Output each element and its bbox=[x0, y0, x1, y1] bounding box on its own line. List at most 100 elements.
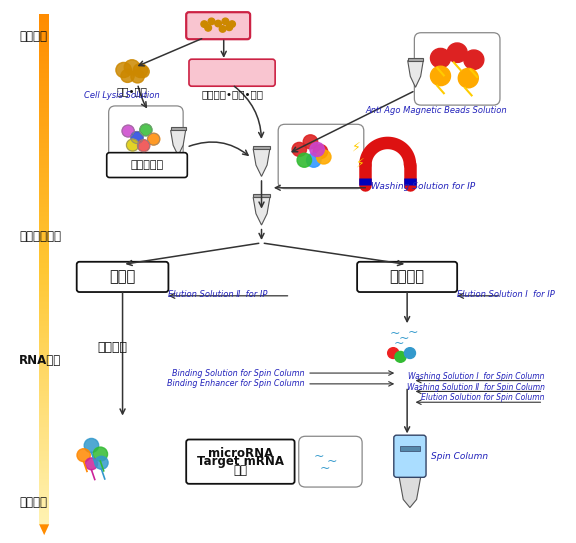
Bar bbox=[39, 229, 49, 231]
Bar bbox=[39, 83, 49, 85]
Bar bbox=[39, 193, 49, 195]
Bar bbox=[39, 195, 49, 197]
Circle shape bbox=[388, 348, 399, 358]
Bar bbox=[39, 103, 49, 105]
Bar bbox=[39, 251, 49, 253]
Bar bbox=[39, 431, 49, 433]
Bar bbox=[39, 93, 49, 95]
Bar bbox=[39, 281, 49, 284]
Bar bbox=[39, 207, 49, 209]
Bar bbox=[39, 375, 49, 377]
Bar bbox=[39, 295, 49, 298]
Circle shape bbox=[140, 124, 152, 136]
Bar bbox=[39, 491, 49, 493]
Bar bbox=[39, 374, 49, 376]
Bar bbox=[39, 161, 49, 163]
Bar bbox=[39, 500, 49, 502]
Bar bbox=[39, 411, 49, 413]
Bar bbox=[39, 428, 49, 430]
Circle shape bbox=[77, 449, 90, 462]
Bar bbox=[39, 31, 49, 34]
Bar bbox=[39, 523, 49, 526]
FancyBboxPatch shape bbox=[299, 436, 362, 487]
Bar bbox=[39, 419, 49, 421]
Bar bbox=[39, 353, 49, 355]
Bar bbox=[39, 399, 49, 401]
Bar bbox=[39, 169, 49, 172]
Text: ~: ~ bbox=[314, 450, 324, 463]
Bar bbox=[39, 239, 49, 241]
Circle shape bbox=[93, 447, 108, 461]
Text: Washing Solution Ⅱ  for Spin Column: Washing Solution Ⅱ for Spin Column bbox=[407, 383, 545, 392]
Circle shape bbox=[310, 142, 324, 156]
Bar bbox=[39, 346, 49, 349]
Bar bbox=[39, 115, 49, 117]
Bar bbox=[39, 200, 49, 202]
Bar bbox=[39, 146, 49, 148]
Bar bbox=[39, 178, 49, 180]
Bar bbox=[39, 484, 49, 487]
Text: Washing Solution for IP: Washing Solution for IP bbox=[371, 182, 475, 191]
Bar bbox=[39, 488, 49, 490]
Bar bbox=[39, 416, 49, 418]
Bar bbox=[39, 278, 49, 280]
Bar bbox=[39, 477, 49, 479]
Bar bbox=[39, 20, 49, 22]
Circle shape bbox=[306, 153, 321, 167]
Bar bbox=[39, 285, 49, 287]
Bar bbox=[39, 201, 49, 204]
Bar bbox=[39, 496, 49, 498]
Circle shape bbox=[292, 142, 306, 156]
Bar bbox=[39, 344, 49, 347]
Bar bbox=[39, 516, 49, 519]
Bar bbox=[39, 65, 49, 68]
Bar bbox=[39, 217, 49, 219]
Bar bbox=[39, 449, 49, 451]
Bar bbox=[39, 137, 49, 139]
FancyBboxPatch shape bbox=[189, 59, 275, 86]
Text: Cell Lysis Solution: Cell Lysis Solution bbox=[84, 91, 160, 100]
Bar bbox=[39, 203, 49, 205]
Bar bbox=[39, 108, 49, 110]
Bar bbox=[39, 321, 49, 323]
Bar bbox=[39, 394, 49, 396]
Bar bbox=[39, 237, 49, 239]
Bar bbox=[39, 272, 49, 274]
Bar bbox=[39, 171, 49, 173]
Bar bbox=[39, 334, 49, 337]
Bar bbox=[39, 248, 49, 250]
Text: Elution Solution for Spin Column: Elution Solution for Spin Column bbox=[422, 394, 545, 402]
Circle shape bbox=[297, 153, 312, 167]
Circle shape bbox=[313, 144, 328, 159]
Bar bbox=[39, 71, 49, 73]
Bar bbox=[39, 220, 49, 223]
Bar bbox=[39, 402, 49, 405]
Circle shape bbox=[215, 20, 222, 27]
Bar bbox=[39, 464, 49, 466]
Bar bbox=[39, 365, 49, 367]
Circle shape bbox=[229, 21, 236, 27]
Bar bbox=[39, 236, 49, 238]
Bar bbox=[39, 110, 49, 112]
Text: ~: ~ bbox=[320, 462, 330, 475]
FancyBboxPatch shape bbox=[186, 439, 294, 484]
Circle shape bbox=[395, 351, 406, 362]
Bar bbox=[39, 435, 49, 437]
Text: 离心柱法: 离心柱法 bbox=[389, 269, 425, 285]
Text: Target mRNA: Target mRNA bbox=[197, 455, 284, 468]
Bar bbox=[39, 319, 49, 321]
Bar bbox=[39, 470, 49, 472]
Bar bbox=[39, 329, 49, 331]
Bar bbox=[39, 430, 49, 432]
Bar bbox=[39, 338, 49, 340]
Bar bbox=[39, 75, 49, 78]
Bar bbox=[39, 198, 49, 200]
Bar bbox=[39, 380, 49, 382]
Bar bbox=[39, 370, 49, 372]
Text: 细胞裂解液: 细胞裂解液 bbox=[130, 160, 164, 170]
Circle shape bbox=[430, 66, 450, 86]
Bar bbox=[39, 372, 49, 374]
Bar bbox=[39, 91, 49, 93]
Bar bbox=[39, 36, 49, 39]
Bar bbox=[39, 244, 49, 247]
